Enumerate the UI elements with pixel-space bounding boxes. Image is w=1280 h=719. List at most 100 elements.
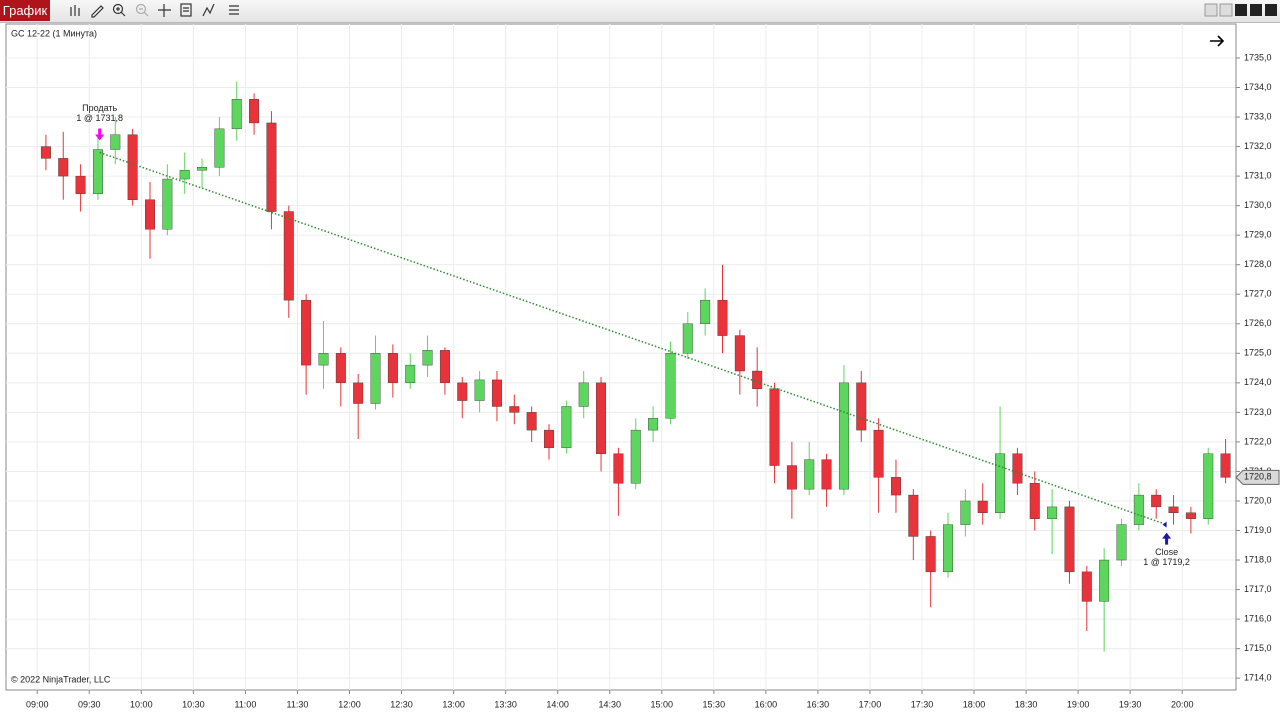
candle-body bbox=[179, 169, 190, 180]
properties-button[interactable] bbox=[180, 3, 192, 17]
candle-body bbox=[75, 175, 86, 195]
trade-line bbox=[99, 151, 1167, 526]
candle-body bbox=[40, 146, 51, 159]
toolbar-icons bbox=[70, 3, 1277, 18]
candle-body bbox=[491, 379, 502, 407]
y-tick-label: 1725,0 bbox=[1244, 348, 1272, 358]
crosshair-button[interactable] bbox=[158, 4, 171, 17]
x-tick-label: 13:30 bbox=[494, 699, 517, 709]
x-tick-label: 19:30 bbox=[1119, 699, 1142, 709]
trade-detail: 1 @ 1719,2 bbox=[1143, 557, 1190, 567]
trade-detail: 1 @ 1731,8 bbox=[76, 113, 123, 123]
candle-body bbox=[856, 382, 867, 431]
candle-body bbox=[1012, 453, 1023, 484]
candle-body bbox=[613, 453, 624, 484]
y-tick-label: 1715,0 bbox=[1244, 643, 1272, 653]
close-button[interactable] bbox=[1265, 4, 1277, 16]
copyright: © 2022 NinjaTrader, LLC bbox=[11, 674, 111, 684]
x-tick-label: 17:00 bbox=[859, 699, 882, 709]
candle-body bbox=[335, 353, 346, 384]
maximize-button[interactable] bbox=[1250, 4, 1262, 16]
candle-body bbox=[1168, 506, 1179, 513]
y-tick-label: 1716,0 bbox=[1244, 613, 1272, 623]
x-tick-label: 18:30 bbox=[1015, 699, 1038, 709]
candle-body bbox=[127, 134, 138, 200]
x-tick-label: 14:30 bbox=[598, 699, 621, 709]
minimize-button[interactable] bbox=[1235, 4, 1247, 16]
candle-body bbox=[474, 379, 485, 401]
candle-body bbox=[995, 453, 1006, 513]
bar-type-button[interactable] bbox=[70, 5, 80, 16]
y-tick-label: 1724,0 bbox=[1244, 377, 1272, 387]
candle-body bbox=[1064, 506, 1075, 573]
candle-body bbox=[769, 388, 780, 466]
candle-body bbox=[891, 477, 901, 496]
candle-body bbox=[266, 122, 277, 212]
candle-body bbox=[370, 353, 381, 404]
candle-body bbox=[804, 459, 815, 490]
x-tick-label: 09:00 bbox=[26, 699, 49, 709]
trade-marker bbox=[95, 128, 105, 141]
menu-button[interactable] bbox=[229, 5, 239, 15]
candle-body bbox=[405, 364, 416, 384]
candle-body bbox=[752, 370, 763, 389]
y-tick-label: 1729,0 bbox=[1244, 230, 1272, 240]
last-price-label: 1720,8 bbox=[1244, 472, 1272, 482]
last-price-tag bbox=[1235, 469, 1280, 485]
candle-body bbox=[301, 299, 312, 366]
y-tick-label: 1735,0 bbox=[1244, 52, 1272, 62]
candle-body bbox=[457, 382, 468, 401]
candle-body bbox=[596, 382, 607, 454]
candle-body bbox=[717, 299, 728, 336]
y-tick-label: 1720,0 bbox=[1244, 495, 1272, 505]
candle-body bbox=[318, 353, 329, 366]
trade-label: Close bbox=[1155, 547, 1178, 557]
candle-body bbox=[110, 134, 121, 150]
draw-button[interactable] bbox=[91, 5, 104, 18]
y-tick-label: 1733,0 bbox=[1244, 111, 1272, 121]
x-tick-label: 09:30 bbox=[78, 699, 101, 709]
x-tick-label: 20:00 bbox=[1171, 699, 1194, 709]
candle-body bbox=[439, 350, 450, 384]
x-tick-label: 16:30 bbox=[807, 699, 830, 709]
x-tick-label: 19:00 bbox=[1067, 699, 1090, 709]
toolbar: График bbox=[0, 0, 1280, 23]
candle-body bbox=[734, 335, 745, 372]
x-tick-label: 18:00 bbox=[963, 699, 986, 709]
x-tick-label: 11:00 bbox=[234, 699, 256, 709]
scroll-end-button[interactable] bbox=[1210, 35, 1225, 47]
y-tick-label: 1714,0 bbox=[1244, 673, 1272, 683]
candle-body bbox=[682, 323, 693, 354]
instrument-label: GC 12-22 (1 Минута) bbox=[11, 28, 97, 38]
y-tick-label: 1723,0 bbox=[1244, 407, 1272, 417]
candle-body bbox=[58, 158, 69, 177]
window-tab[interactable]: График bbox=[0, 0, 50, 21]
candle-body bbox=[943, 524, 953, 573]
candle-body bbox=[561, 406, 572, 449]
zoom-out-button[interactable] bbox=[135, 3, 149, 17]
window-button[interactable] bbox=[1219, 3, 1233, 17]
y-tick-label: 1717,0 bbox=[1244, 584, 1272, 594]
zoom-in-button[interactable] bbox=[112, 3, 126, 17]
candle-body bbox=[1047, 506, 1058, 519]
candle-body bbox=[960, 500, 971, 525]
indicators-button[interactable] bbox=[202, 3, 215, 17]
candle-body bbox=[648, 418, 659, 431]
y-tick-label: 1719,0 bbox=[1244, 525, 1272, 535]
x-tick-label: 12:30 bbox=[390, 699, 413, 709]
x-tick-label: 10:30 bbox=[182, 699, 205, 709]
candle-body bbox=[526, 412, 537, 431]
candle-body bbox=[908, 494, 919, 537]
candle-body bbox=[1133, 494, 1144, 525]
candle-body bbox=[544, 429, 554, 449]
y-tick-label: 1728,0 bbox=[1244, 259, 1272, 269]
y-tick-label: 1718,0 bbox=[1244, 554, 1272, 564]
window-button[interactable] bbox=[1204, 3, 1218, 17]
candle-body bbox=[1203, 453, 1214, 519]
candle-body bbox=[786, 465, 797, 490]
candle-body bbox=[353, 382, 364, 404]
candle-body bbox=[162, 178, 173, 230]
candle-body bbox=[873, 429, 884, 478]
candle-body bbox=[422, 350, 433, 366]
